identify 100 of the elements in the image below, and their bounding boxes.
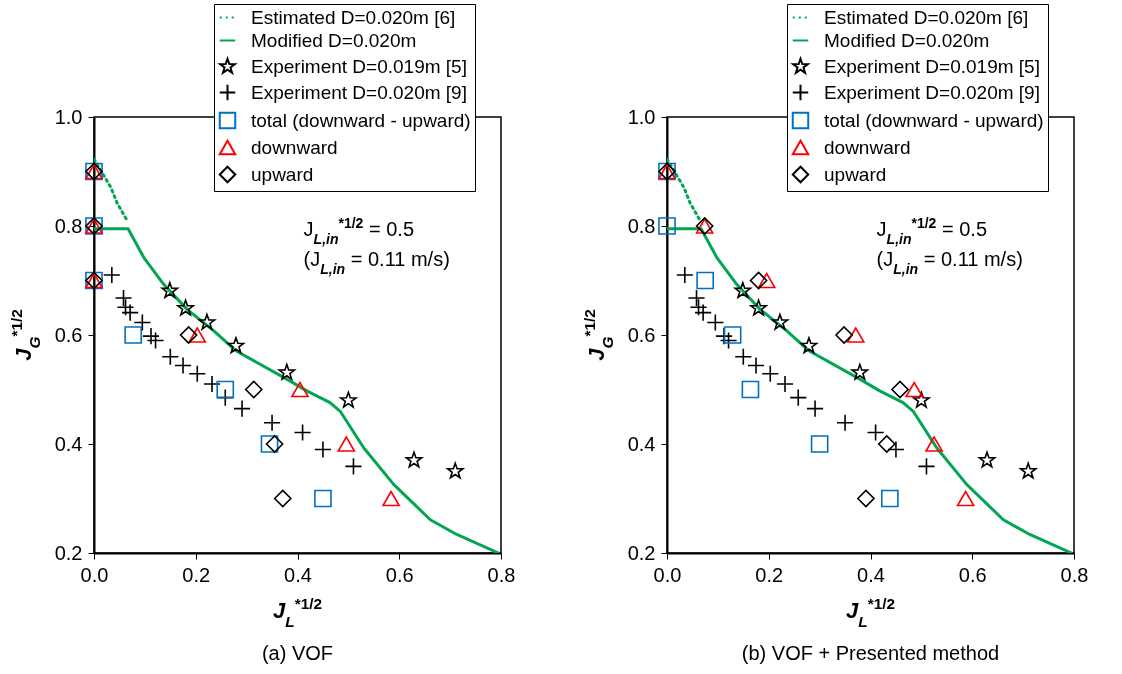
- point: [227, 337, 245, 354]
- point: [687, 289, 706, 307]
- point: [696, 271, 715, 290]
- point: [978, 451, 996, 468]
- legend-label: downward: [251, 136, 338, 158]
- point: [233, 399, 251, 418]
- point: [216, 380, 235, 399]
- point: [917, 457, 936, 476]
- point: [694, 303, 712, 322]
- point: [121, 303, 139, 322]
- y-tick-label: 0.4: [627, 432, 656, 455]
- point: [260, 435, 279, 453]
- point: [314, 489, 332, 508]
- point: [925, 436, 943, 452]
- legend-label: Estimated D=0.020m [6]: [251, 6, 456, 28]
- legend-label: Experiment D=0.019m [5]: [824, 55, 1040, 77]
- legend-label: Experiment D=0.020m [9]: [824, 81, 1040, 103]
- y-tick-label: 1.0: [54, 105, 83, 128]
- point: [344, 457, 363, 476]
- x-tick-label: 0.2: [182, 563, 211, 586]
- point: [265, 435, 284, 453]
- legend-label: total (downward - upward): [824, 109, 1044, 131]
- point: [314, 440, 332, 459]
- point: [405, 451, 423, 468]
- x-tick-label: 0.4: [857, 563, 885, 586]
- point: [734, 281, 752, 299]
- point: [750, 299, 768, 316]
- point: [273, 489, 292, 508]
- point: [887, 440, 905, 459]
- legend-label: upward: [824, 163, 887, 185]
- legend-label: Estimated D=0.020m [6]: [824, 6, 1029, 28]
- point: [866, 423, 885, 442]
- y-tick-label: 1.0: [627, 105, 656, 128]
- text: (a) VOF: [261, 642, 334, 664]
- point: [337, 436, 356, 452]
- x-tick-label: 0.2: [755, 563, 784, 586]
- point: [749, 271, 768, 290]
- point: [851, 363, 869, 380]
- point: [912, 391, 930, 408]
- annotation: J$_{L,in}$$^{*1/2}$ = 0.5: [876, 215, 988, 248]
- point: [658, 217, 676, 235]
- point: [789, 388, 808, 407]
- point: [116, 298, 135, 317]
- point: [124, 326, 143, 344]
- legend-label: Modified D=0.020m: [824, 29, 990, 51]
- legend-label: Modified D=0.020m: [251, 29, 417, 51]
- annotation: (J$_{L,in}$ = 0.11 m/s): [876, 248, 1023, 278]
- point: [741, 380, 760, 399]
- legend-label: downward: [824, 136, 911, 158]
- x-tick-label: 0.0: [80, 563, 109, 586]
- point: [114, 289, 133, 307]
- y-tick-label: 0.2: [54, 541, 83, 564]
- point: [689, 298, 708, 317]
- point: [161, 281, 179, 299]
- x-tick-label: 0.6: [385, 563, 414, 586]
- y-tick-label: 0.6: [54, 323, 83, 346]
- point: [198, 313, 216, 330]
- annotation: J$_{L,in}$$^{*1/2}$ = 0.5: [303, 215, 415, 248]
- text: (b) VOF + Presented method: [741, 642, 1000, 664]
- legend-label: Experiment D=0.019m [5]: [251, 55, 467, 77]
- point: [810, 435, 829, 453]
- point: [880, 489, 899, 508]
- point: [278, 363, 296, 380]
- y-tick-label: 0.6: [627, 323, 656, 346]
- point: [1019, 462, 1037, 479]
- point: [161, 347, 180, 366]
- y-tick-label: 0.4: [54, 432, 83, 455]
- x-tick-label: 0.8: [487, 563, 516, 586]
- y-tick-label: 0.2: [627, 541, 656, 564]
- legend-label: upward: [251, 163, 314, 185]
- point: [146, 331, 165, 350]
- point: [179, 326, 198, 344]
- legend-label: Experiment D=0.020m [9]: [251, 81, 467, 103]
- point: [177, 299, 195, 316]
- point: [877, 435, 896, 453]
- point: [446, 462, 464, 479]
- point: [291, 381, 309, 398]
- point: [857, 489, 875, 508]
- point: [747, 356, 765, 375]
- point: [382, 490, 400, 507]
- x-tick-label: 0.0: [653, 563, 682, 586]
- x-tick-label: 0.6: [958, 563, 987, 586]
- point: [174, 356, 192, 375]
- annotation: (J$_{L,in}$ = 0.11 m/s): [303, 248, 450, 278]
- point: [244, 380, 263, 399]
- point: [723, 326, 742, 344]
- point: [905, 381, 924, 398]
- point: [771, 313, 789, 330]
- y-tick-label: 0.8: [54, 214, 83, 237]
- point: [806, 399, 824, 418]
- point: [706, 313, 725, 332]
- point: [133, 313, 152, 332]
- point: [188, 327, 207, 343]
- point: [293, 423, 312, 442]
- point: [956, 490, 975, 507]
- point: [734, 347, 753, 366]
- point: [800, 337, 818, 354]
- point: [846, 327, 865, 343]
- point: [339, 391, 357, 408]
- point: [757, 272, 776, 289]
